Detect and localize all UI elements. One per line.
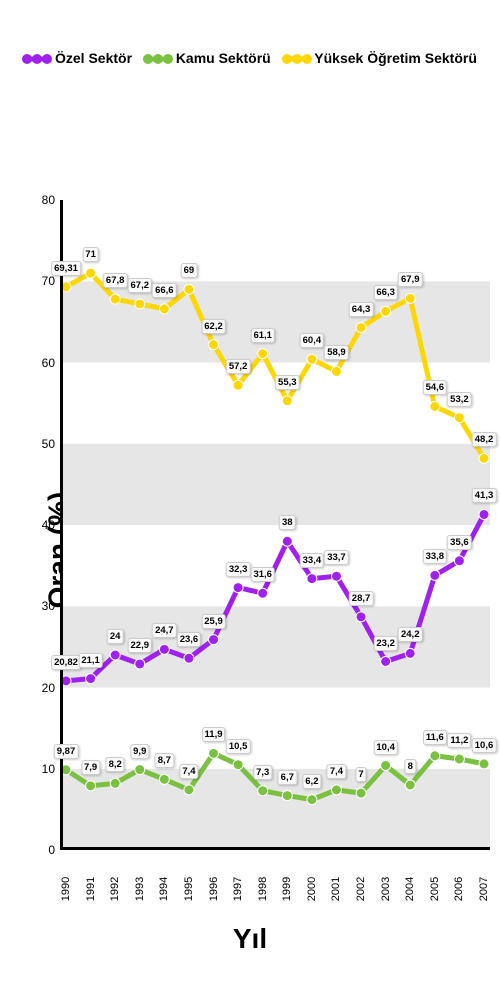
data-label: 48,2 [472, 432, 497, 447]
legend-marker-icon [283, 54, 311, 64]
x-tick: 2002 [355, 877, 367, 901]
data-label: 28,7 [349, 591, 374, 606]
data-label: 6,7 [278, 770, 297, 785]
data-label: 24 [107, 629, 124, 644]
data-label: 67,8 [103, 273, 128, 288]
data-label: 10,4 [373, 740, 398, 755]
x-tick: 2001 [330, 877, 342, 901]
data-label: 57,2 [226, 359, 251, 374]
y-tick: 40 [33, 518, 55, 532]
data-label: 67,2 [128, 278, 153, 293]
data-label: 8,2 [106, 757, 125, 772]
data-label: 25,9 [201, 614, 226, 629]
x-tick: 1990 [60, 877, 72, 901]
x-tick: 2007 [478, 877, 490, 901]
y-tick: 70 [33, 274, 55, 288]
x-tick: 1995 [183, 877, 195, 901]
x-tick: 2004 [404, 877, 416, 901]
data-label: 21,1 [78, 653, 103, 668]
x-tick: 1992 [109, 877, 121, 901]
x-axis-line [60, 847, 490, 850]
data-label: 23,6 [177, 632, 202, 647]
data-label: 67,9 [398, 272, 423, 287]
data-label: 7,4 [327, 764, 346, 779]
data-label: 9,9 [130, 744, 149, 759]
legend-label: Yüksek Öğretim Sektörü [314, 50, 477, 66]
data-label: 7,4 [179, 764, 198, 779]
legend-label: Kamu Sektörü [176, 50, 271, 66]
data-label: 69 [181, 263, 198, 278]
data-label: 10,6 [472, 738, 497, 753]
y-tick: 20 [33, 681, 55, 695]
data-label: 33,7 [324, 550, 349, 565]
legend-marker-icon [144, 54, 172, 64]
y-tick: 0 [33, 843, 55, 857]
x-tick: 1998 [257, 877, 269, 901]
data-label: 64,3 [349, 302, 374, 317]
legend-item-ozel: Özel Sektör [23, 50, 132, 66]
data-label: 11,9 [202, 727, 226, 742]
data-label: 11,2 [447, 733, 471, 748]
data-label: 61,1 [250, 328, 275, 343]
data-label: 55,3 [275, 375, 300, 390]
x-tick: 2006 [453, 877, 465, 901]
x-tick: 2005 [429, 877, 441, 901]
data-label: 32,3 [226, 562, 251, 577]
x-axis-label: Yıl [233, 923, 267, 955]
data-label: 58,9 [324, 345, 349, 360]
data-label: 62,2 [201, 319, 226, 334]
data-label: 7,3 [253, 765, 272, 780]
data-label: 9,87 [54, 744, 79, 759]
data-label: 7 [355, 767, 366, 782]
x-tick: 1999 [281, 877, 293, 901]
y-tick: 10 [33, 762, 55, 776]
data-label: 41,3 [472, 488, 497, 503]
data-label: 66,6 [152, 283, 177, 298]
data-label: 8,7 [155, 753, 174, 768]
data-label: 33,8 [423, 549, 448, 564]
x-tick: 1994 [158, 877, 170, 901]
data-label: 31,6 [250, 567, 275, 582]
y-tick: 50 [33, 437, 55, 451]
chart-svg [60, 200, 490, 850]
data-label: 33,4 [300, 553, 325, 568]
data-label: 38 [279, 515, 296, 530]
data-label: 8 [405, 759, 416, 774]
data-label: 11,6 [423, 730, 447, 745]
data-label: 66,3 [373, 285, 398, 300]
data-label: 20,82 [51, 655, 81, 670]
x-tick: 1996 [208, 877, 220, 901]
legend-item-yuksek: Yüksek Öğretim Sektörü [283, 50, 477, 66]
data-label: 7,9 [81, 760, 100, 775]
legend: Özel Sektör Kamu Sektörü Yüksek Öğretim … [0, 50, 500, 66]
x-ticks: 1990199119921993199419951996199719981999… [60, 855, 490, 895]
data-label: 10,5 [226, 739, 251, 754]
chart: Oran (%) 01020304050607080 1990199119921… [10, 200, 490, 900]
legend-item-kamu: Kamu Sektörü [144, 50, 271, 66]
y-tick: 30 [33, 599, 55, 613]
data-label: 69,31 [51, 261, 81, 276]
legend-marker-icon [23, 54, 51, 64]
x-tick: 1991 [85, 877, 97, 901]
x-tick: 2000 [306, 877, 318, 901]
plot-area: 01020304050607080 1990199119921993199419… [60, 200, 490, 850]
data-label: 53,2 [447, 392, 472, 407]
data-label: 60,4 [300, 333, 325, 348]
data-label: 71 [82, 247, 99, 262]
y-tick: 80 [33, 193, 55, 207]
x-tick: 1997 [232, 877, 244, 901]
x-tick: 2003 [380, 877, 392, 901]
data-label: 35,6 [447, 535, 472, 550]
data-label: 54,6 [423, 380, 448, 395]
y-tick: 60 [33, 356, 55, 370]
x-tick: 1993 [134, 877, 146, 901]
legend-label: Özel Sektör [55, 50, 132, 66]
data-label: 23,2 [373, 636, 398, 651]
data-label: 6,2 [302, 774, 321, 789]
data-label: 24,7 [152, 623, 177, 638]
data-label: 24,2 [398, 627, 423, 642]
data-label: 22,9 [128, 638, 153, 653]
